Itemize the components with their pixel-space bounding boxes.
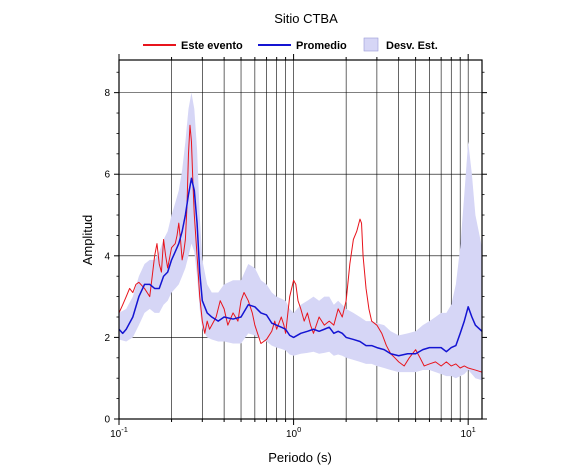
std-band (119, 92, 482, 381)
std-band-layer (119, 92, 482, 381)
legend-label: Desv. Est. (386, 40, 438, 52)
y-tick-label: 2 (104, 333, 110, 344)
legend: Este evento Promedio Desv. Est. (143, 37, 438, 52)
legend-label: Este evento (181, 40, 243, 52)
x-tick-label: 100 (286, 425, 301, 440)
x-tick-label: 101 (461, 425, 476, 440)
axis-ticks: 0 2 4 6 8 10-1 100 101 (104, 54, 487, 440)
y-tick-label: 4 (104, 251, 110, 262)
y-tick-label: 0 (104, 415, 110, 426)
legend-label: Promedio (296, 40, 347, 52)
y-axis-label: Amplitud (80, 215, 95, 266)
este-evento-line (119, 124, 482, 373)
series-line-layer (119, 124, 482, 373)
plot-frame (118, 59, 483, 420)
y-tick-label: 6 (104, 170, 110, 181)
x-axis-label: Periodo (s) (268, 450, 332, 465)
y-tick-label: 8 (104, 88, 110, 99)
promedio-line (119, 177, 482, 357)
x-tick-label: 10-1 (110, 425, 128, 440)
chart-title: Sitio CTBA (274, 11, 338, 26)
legend-swatch-band (363, 37, 379, 52)
